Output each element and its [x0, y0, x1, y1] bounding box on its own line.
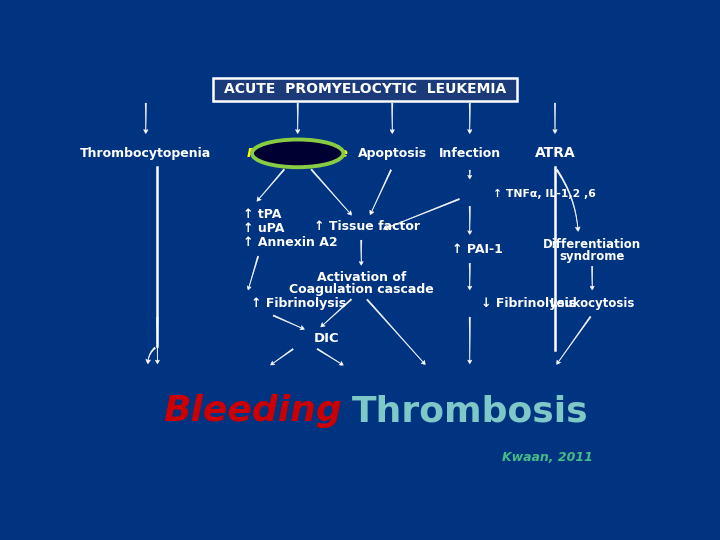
Text: Activation of: Activation of	[317, 271, 406, 284]
Text: Apoptosis: Apoptosis	[358, 147, 427, 160]
Text: Thrombosis: Thrombosis	[351, 394, 588, 428]
Text: Coagulation cascade: Coagulation cascade	[289, 283, 433, 296]
Text: Kwaan, 2011: Kwaan, 2011	[502, 451, 593, 464]
Text: ↑ PAI-1: ↑ PAI-1	[452, 243, 503, 256]
Text: ↓ Fibrinolysis: ↓ Fibrinolysis	[482, 297, 577, 310]
Text: ↑ uPA: ↑ uPA	[243, 222, 285, 235]
Text: ↑ TNFα, IL-1,2 ,6: ↑ TNFα, IL-1,2 ,6	[493, 189, 596, 199]
Text: Bleeding: Bleeding	[163, 394, 342, 428]
FancyBboxPatch shape	[213, 78, 517, 101]
Text: ATRA: ATRA	[535, 146, 575, 160]
Text: DIC: DIC	[314, 332, 339, 345]
Text: syndrome: syndrome	[559, 250, 625, 263]
Ellipse shape	[252, 139, 343, 167]
Text: ↑ tPA: ↑ tPA	[243, 208, 282, 221]
Text: ↑ Fibrinolysis: ↑ Fibrinolysis	[251, 297, 346, 310]
Text: Infection: Infection	[438, 147, 501, 160]
Text: ↑ Annexin A2: ↑ Annexin A2	[243, 236, 338, 249]
Text: ↑ Tissue factor: ↑ Tissue factor	[315, 220, 420, 233]
Text: Thrombocytopenia: Thrombocytopenia	[80, 147, 212, 160]
Text: Differentiation: Differentiation	[543, 239, 642, 252]
Text: ACUTE  PROMYELOCYTIC  LEUKEMIA: ACUTE PROMYELOCYTIC LEUKEMIA	[224, 83, 506, 97]
Text: Leukocytosis: Leukocytosis	[549, 297, 635, 310]
Text: Promyelocyte: Promyelocyte	[247, 147, 348, 160]
